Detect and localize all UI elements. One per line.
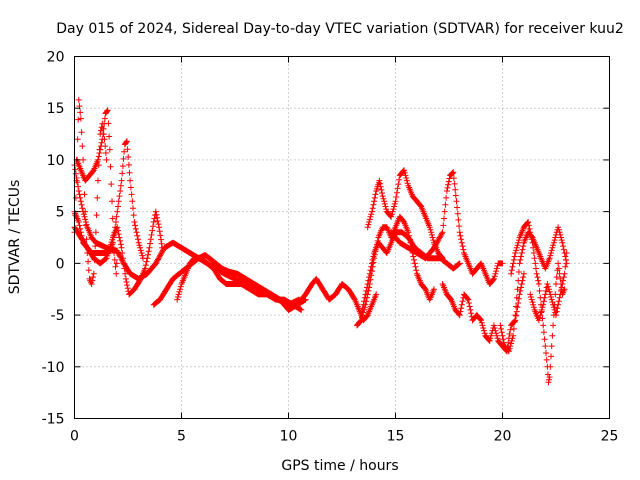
series-track-8 xyxy=(285,275,380,324)
data-point-markers xyxy=(497,224,570,355)
data-point-markers xyxy=(439,270,527,355)
data-point-markers xyxy=(71,162,303,308)
series-track-7 xyxy=(174,255,305,313)
x-tick-label: 10 xyxy=(280,429,298,445)
x-tick-label: 5 xyxy=(177,429,186,445)
y-tick-label: -10 xyxy=(42,360,65,376)
data-points xyxy=(71,96,570,386)
y-tick-label: -15 xyxy=(42,412,65,428)
y-tick-label: 10 xyxy=(47,153,65,169)
data-point-markers xyxy=(285,275,380,324)
x-tick-label: 20 xyxy=(494,429,512,445)
plot-frame xyxy=(74,56,610,419)
x-tick-label: 25 xyxy=(601,429,619,445)
axis-ticks: 0 5 10 15 20 25 -15 -10 -5 0 5 10 15 20 xyxy=(42,50,619,445)
y-tick-label: 5 xyxy=(56,205,65,221)
y-tick-label: -5 xyxy=(51,308,65,324)
grid xyxy=(74,56,610,419)
data-point-markers xyxy=(527,250,570,324)
y-tick-label: 15 xyxy=(47,101,65,117)
x-tick-label: 15 xyxy=(387,429,405,445)
data-point-markers xyxy=(174,255,305,313)
chart-title: Day 015 of 2024, Sidereal Day-to-day VTE… xyxy=(56,21,624,37)
y-tick-label: 0 xyxy=(56,256,65,272)
y-tick-label: 20 xyxy=(47,50,65,66)
x-axis-label: GPS time / hours xyxy=(281,458,398,474)
series-track-14 xyxy=(497,224,570,355)
series-track-13 xyxy=(439,270,527,355)
y-axis-label: SDTVAR / TECUs xyxy=(7,180,23,295)
x-tick-label: 0 xyxy=(70,429,79,445)
series-track-16 xyxy=(527,250,570,324)
data-point-markers xyxy=(388,169,506,287)
series-track-12 xyxy=(388,169,506,287)
series-track-5 xyxy=(71,162,303,308)
